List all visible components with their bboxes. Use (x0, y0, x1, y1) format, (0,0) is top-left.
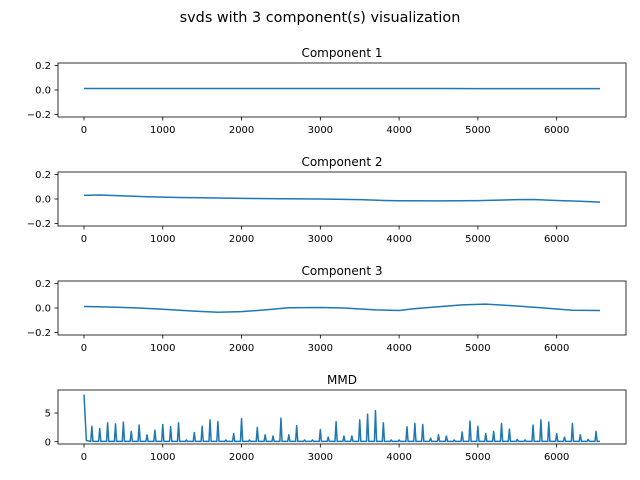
y-tick-label: 0 (45, 437, 51, 448)
x-tick-label: 1000 (150, 234, 175, 245)
x-tick-label: 2000 (229, 452, 254, 463)
subplot-title: Component 1 (301, 46, 382, 60)
x-tick-label: 5000 (465, 452, 490, 463)
y-tick-label: 0.0 (35, 304, 51, 315)
subplot-title: Component 2 (301, 155, 382, 169)
x-tick-label: 0 (81, 452, 87, 463)
subplots: Component 10 1000 2000 3000 4000 5000 60000.20… (27, 46, 627, 463)
series-line-1 (83, 303, 601, 314)
x-tick-label: 5000 (465, 234, 490, 245)
x-tick-label: 1000 (150, 343, 175, 354)
x-tick-label: 4000 (386, 343, 411, 354)
subplot-2: Component 2 0 1000 2000 3000 4000 5000 6000 0.2 0… (27, 155, 627, 245)
x-tick-label: 1000 (150, 452, 175, 463)
mmd-line (83, 394, 600, 443)
series-lines (83, 394, 600, 443)
x-tick-label: 3000 (308, 343, 333, 354)
x-tick-label: 2000 (229, 234, 254, 245)
axes-frame (57, 389, 627, 445)
x-tick-label: 4000 (386, 452, 411, 463)
x-tick-label: 0 (81, 234, 87, 245)
x-tick-label: 3000 (308, 452, 333, 463)
y-tick-label: 0.0 (35, 195, 51, 206)
y-tick-label: 0.2 (35, 279, 51, 290)
subplot-3: Component 3 0 1000 2000 3000 4000 5000 6000 0.2 0… (27, 264, 627, 354)
x-tick-label: 5000 (465, 343, 490, 354)
x-tick-label: 6000 (544, 343, 569, 354)
subplot-4: MMD 0 1000 2000 3000 4000 5000 6000 5 0 (45, 373, 627, 463)
x-tick-label: 6000 (544, 234, 569, 245)
figure-title: svds with 3 component(s) visualization (180, 10, 461, 26)
y-tick-label: −0.2 (27, 219, 51, 230)
x-tick-label: 5000 (465, 125, 490, 136)
y-tick-label: −0.2 (27, 328, 51, 339)
x-tick-label: 3000 (308, 125, 333, 136)
x-tick-label: 4000 (386, 125, 411, 136)
axes-frame (57, 62, 627, 118)
x-tick-label: 4000 (386, 234, 411, 245)
x-tick-label: 0 (81, 343, 87, 354)
subplot-title: Component 3 (301, 264, 382, 278)
series-lines (83, 194, 601, 203)
x-tick-label: 3000 (308, 234, 333, 245)
x-tick-label: 6000 (544, 125, 569, 136)
subplot-title: MMD (327, 373, 357, 387)
x-tick-label: 6000 (544, 452, 569, 463)
series-lines (83, 303, 601, 314)
y-tick-label: 0.2 (35, 170, 51, 181)
x-tick-label: 0 (81, 125, 87, 136)
y-tick-label: −0.2 (27, 110, 51, 121)
x-tick-label: 2000 (229, 125, 254, 136)
x-tick-label: 1000 (150, 125, 175, 136)
y-tick-label: 0.0 (35, 86, 51, 97)
y-tick-label: 5 (45, 409, 51, 420)
series-line-1 (83, 194, 601, 203)
subplot-1: Component 1 0 1000 2000 3000 4000 5000 6000 0.2 0… (27, 46, 627, 136)
x-tick-label: 2000 (229, 343, 254, 354)
y-tick-label: 0.2 (35, 61, 51, 72)
